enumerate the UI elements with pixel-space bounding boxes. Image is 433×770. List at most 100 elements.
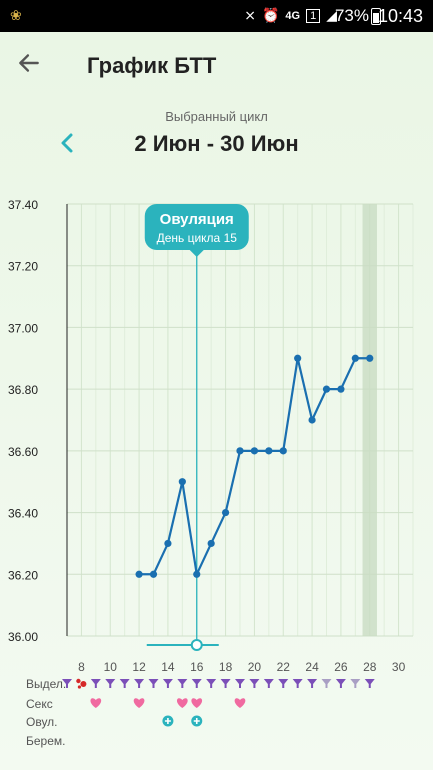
x-tick-label: 28 bbox=[363, 660, 377, 674]
discharge-icon bbox=[263, 679, 274, 688]
ovulation-tooltip-title: Овуляция bbox=[160, 211, 234, 228]
temperature-point bbox=[351, 354, 359, 362]
ovulation-slider-handle[interactable] bbox=[190, 639, 203, 651]
bbt-chart[interactable]: 37.40 37.20 37.00 36.80 36.60 36.40 36.20 36.00… bbox=[0, 190, 433, 760]
ovulation-marker[interactable]: Овуляция День цикла 15 bbox=[144, 204, 249, 651]
discharge-icon bbox=[206, 679, 217, 688]
chart-grid bbox=[66, 203, 414, 637]
y-tick-label: 37.20 bbox=[8, 260, 38, 274]
spotting-icon bbox=[77, 685, 82, 689]
previous-cycle-chevron-icon[interactable] bbox=[57, 131, 79, 155]
discharge-icon bbox=[105, 679, 116, 688]
heart-icon bbox=[133, 698, 145, 708]
discharge-icon bbox=[191, 679, 202, 688]
discharge-row-label: Выдел. bbox=[26, 677, 67, 691]
discharge-icon bbox=[235, 679, 245, 688]
x-tick-label: 26 bbox=[334, 660, 348, 674]
selected-day-column bbox=[362, 204, 377, 636]
mute-icon: ⨯ bbox=[244, 7, 256, 23]
temperature-point bbox=[178, 478, 186, 486]
x-tick-label: 24 bbox=[305, 660, 319, 674]
discharge-icon bbox=[364, 679, 375, 688]
x-tick-label: 20 bbox=[248, 660, 262, 674]
discharge-icon bbox=[177, 679, 188, 688]
discharge-icon bbox=[119, 679, 130, 688]
x-tick-label: 18 bbox=[219, 660, 233, 674]
ovulation-tooltip-pointer bbox=[189, 250, 204, 257]
heart-icon bbox=[90, 698, 102, 708]
y-tick-label: 36.60 bbox=[8, 445, 38, 459]
sim-indicator: 1 bbox=[306, 8, 321, 23]
plus-glyph bbox=[164, 718, 171, 724]
cycle-caption: Выбранный цикл bbox=[165, 109, 268, 124]
discharge-icon bbox=[335, 679, 346, 688]
discharge-icon bbox=[134, 679, 145, 688]
temperature-point bbox=[193, 570, 201, 578]
plus-glyph bbox=[193, 718, 200, 724]
spotting-icon bbox=[76, 678, 81, 684]
temperature-point bbox=[207, 539, 215, 548]
x-tick-label: 30 bbox=[392, 660, 406, 674]
signal-icon: ◢ bbox=[326, 7, 337, 23]
temperature-point bbox=[250, 447, 259, 455]
x-tick-label: 8 bbox=[78, 660, 85, 674]
chart-axes: 37.40 37.20 37.00 36.80 36.60 36.40 36.20 36.00… bbox=[8, 198, 406, 674]
status-icons: ⨯ ⏰ 4G 1 ◢ bbox=[244, 7, 337, 24]
y-tick-label: 36.20 bbox=[8, 568, 38, 582]
light-discharge-icon bbox=[350, 679, 361, 688]
ovulation-row-label: Овул. bbox=[26, 715, 58, 729]
temperature-point bbox=[164, 539, 172, 548]
back-arrow-icon[interactable] bbox=[16, 50, 42, 76]
alarm-icon: ⏰ bbox=[261, 7, 280, 23]
heart-icon bbox=[176, 698, 188, 708]
y-tick-label: 36.00 bbox=[8, 630, 38, 644]
x-tick-label: 22 bbox=[277, 660, 291, 674]
heart-icon bbox=[191, 698, 203, 708]
spotting-icon bbox=[80, 681, 87, 687]
discharge-icon bbox=[62, 679, 72, 688]
discharge-icon bbox=[278, 679, 289, 688]
temperature-point bbox=[149, 570, 158, 578]
notification-icon: ❀ bbox=[10, 7, 22, 23]
network-type: 4G bbox=[285, 9, 301, 22]
temperature-point bbox=[294, 354, 302, 362]
day-markers bbox=[62, 678, 375, 727]
battery-icon bbox=[371, 8, 381, 25]
page-background bbox=[0, 32, 433, 770]
discharge-icon bbox=[292, 679, 303, 688]
y-tick-label: 36.80 bbox=[8, 383, 38, 397]
heart-icon bbox=[234, 698, 246, 708]
discharge-icon bbox=[162, 679, 173, 688]
ovulation-tooltip-box bbox=[144, 204, 249, 250]
status-bar: ❀ ⨯ ⏰ 4G 1 ◢ 73% 10:43 bbox=[0, 0, 433, 32]
battery-percent: 73% bbox=[334, 6, 369, 25]
discharge-icon bbox=[148, 679, 159, 688]
temperature-series bbox=[135, 354, 374, 578]
ovulation-tooltip-subtitle: День цикла 15 bbox=[157, 231, 238, 245]
x-tick-label: 12 bbox=[132, 660, 146, 674]
discharge-icon bbox=[307, 679, 318, 688]
discharge-icon bbox=[90, 679, 101, 688]
x-tick-label: 14 bbox=[161, 660, 175, 674]
discharge-icon bbox=[249, 679, 260, 688]
temperature-point bbox=[135, 570, 143, 578]
y-tick-label: 37.40 bbox=[8, 198, 38, 212]
chart-highlight bbox=[362, 204, 377, 636]
x-tick-label: 16 bbox=[190, 660, 204, 674]
temperature-point bbox=[322, 385, 331, 393]
temperature-point bbox=[337, 385, 345, 393]
page-title: График БТТ bbox=[87, 53, 217, 78]
y-tick-label: 37.00 bbox=[8, 321, 38, 335]
temperature-point bbox=[308, 416, 316, 424]
sex-row-label: Секс bbox=[26, 697, 53, 711]
light-discharge-icon bbox=[321, 679, 332, 688]
pregnancy-row-label: Берем. bbox=[26, 734, 66, 748]
clock: 10:43 bbox=[377, 6, 423, 26]
y-tick-label: 36.40 bbox=[8, 507, 38, 521]
temperature-point bbox=[265, 447, 273, 455]
temperature-point bbox=[221, 508, 230, 517]
temperature-point bbox=[279, 447, 287, 455]
x-tick-label: 10 bbox=[104, 660, 118, 674]
discharge-icon bbox=[220, 679, 231, 688]
temperature-point bbox=[236, 447, 244, 455]
